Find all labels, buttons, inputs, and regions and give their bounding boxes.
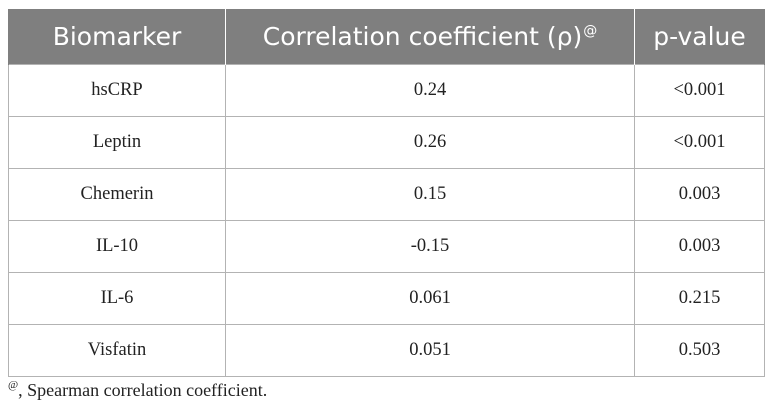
cell-biomarker: IL-6 — [8, 272, 226, 325]
cell-pvalue: 0.503 — [634, 324, 765, 377]
cell-correlation: 0.061 — [225, 272, 635, 325]
header-correlation-superscript: @ — [583, 23, 598, 39]
results-table-container: Biomarker Correlation coefficient (ρ)@ p… — [8, 9, 765, 377]
cell-biomarker: Chemerin — [8, 168, 226, 221]
cell-correlation: 0.26 — [225, 116, 635, 169]
header-row: Biomarker Correlation coefficient (ρ)@ p… — [8, 9, 765, 65]
table-row: Chemerin 0.15 0.003 — [8, 168, 765, 221]
cell-pvalue: 0.003 — [634, 220, 765, 273]
header-correlation: Correlation coefficient (ρ)@ — [225, 9, 635, 65]
table-footnote: @, Spearman correlation coefficient. — [8, 379, 267, 401]
table-header: Biomarker Correlation coefficient (ρ)@ p… — [8, 9, 765, 65]
cell-biomarker: hsCRP — [8, 64, 226, 117]
cell-biomarker: Leptin — [8, 116, 226, 169]
table-row: IL-10 -0.15 0.003 — [8, 220, 765, 273]
table-row: hsCRP 0.24 <0.001 — [8, 64, 765, 117]
cell-correlation: 0.051 — [225, 324, 635, 377]
cell-pvalue: <0.001 — [634, 116, 765, 169]
cell-pvalue: <0.001 — [634, 64, 765, 117]
cell-correlation: -0.15 — [225, 220, 635, 273]
cell-correlation: 0.24 — [225, 64, 635, 117]
table-row: Visfatin 0.051 0.503 — [8, 324, 765, 377]
table-body: hsCRP 0.24 <0.001 Leptin 0.26 <0.001 Che… — [8, 64, 765, 377]
cell-pvalue: 0.215 — [634, 272, 765, 325]
header-pvalue: p-value — [634, 9, 765, 65]
cell-correlation: 0.15 — [225, 168, 635, 221]
footnote-text: , Spearman correlation coefficient. — [18, 380, 268, 400]
table-row: Leptin 0.26 <0.001 — [8, 116, 765, 169]
cell-biomarker: Visfatin — [8, 324, 226, 377]
header-biomarker: Biomarker — [8, 9, 226, 65]
table-row: IL-6 0.061 0.215 — [8, 272, 765, 325]
cell-pvalue: 0.003 — [634, 168, 765, 221]
footnote-marker: @ — [8, 379, 19, 391]
cell-biomarker: IL-10 — [8, 220, 226, 273]
correlation-table: Biomarker Correlation coefficient (ρ)@ p… — [8, 9, 765, 377]
